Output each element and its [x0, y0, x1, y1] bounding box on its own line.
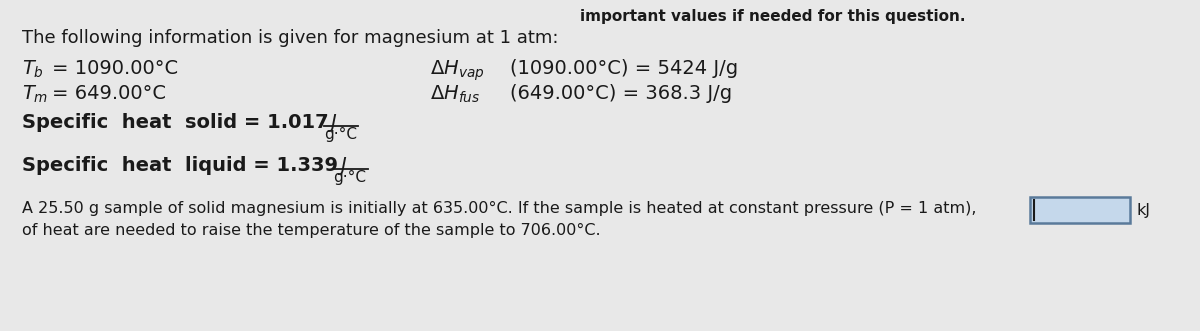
Text: important values if needed for this question.: important values if needed for this ques… — [580, 9, 966, 24]
Text: Specific  heat  liquid = 1.339: Specific heat liquid = 1.339 — [22, 156, 338, 175]
Text: $T_m$: $T_m$ — [22, 84, 48, 105]
Text: g·°C: g·°C — [324, 127, 358, 142]
Text: J: J — [330, 113, 336, 132]
Text: A 25.50 g sample of solid magnesium is initially at 635.00°C. If the sample is h: A 25.50 g sample of solid magnesium is i… — [22, 201, 977, 216]
Text: (649.00°C) = 368.3 J/g: (649.00°C) = 368.3 J/g — [510, 84, 732, 103]
Text: = 649.00°C: = 649.00°C — [52, 84, 166, 103]
Text: $\Delta H_{vap}$: $\Delta H_{vap}$ — [430, 59, 485, 83]
Text: (1090.00°C) = 5424 J/g: (1090.00°C) = 5424 J/g — [510, 59, 738, 78]
Text: g·°C: g·°C — [334, 170, 366, 185]
Text: of heat are needed to raise the temperature of the sample to 706.00°C.: of heat are needed to raise the temperat… — [22, 223, 601, 238]
FancyBboxPatch shape — [1030, 197, 1130, 223]
Text: $T_b$: $T_b$ — [22, 59, 44, 80]
Text: Specific  heat  solid = 1.017: Specific heat solid = 1.017 — [22, 113, 329, 132]
Text: = 1090.00°C: = 1090.00°C — [52, 59, 178, 78]
Text: J: J — [340, 156, 346, 175]
Text: kJ: kJ — [1136, 203, 1150, 217]
Text: $\Delta H_{fus}$: $\Delta H_{fus}$ — [430, 84, 480, 105]
Text: The following information is given for magnesium at 1 atm:: The following information is given for m… — [22, 29, 558, 47]
